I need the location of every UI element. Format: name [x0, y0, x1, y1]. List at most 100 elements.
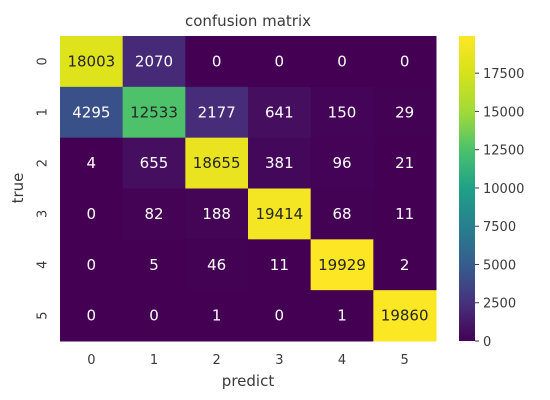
y-tick-label: 2	[36, 159, 51, 167]
heatmap-cell	[373, 290, 437, 342]
heatmap-cell-label: 381	[265, 154, 294, 172]
heatmap-cell	[373, 239, 437, 291]
heatmap-cell-label: 0	[275, 52, 285, 70]
heatmap-cell	[248, 188, 312, 240]
colorbar-tick-label: 10000	[483, 182, 524, 197]
y-tick-label: 1	[36, 108, 51, 116]
heatmap-cell-label: 11	[395, 205, 414, 223]
y-tick-label: 0	[36, 57, 51, 65]
heatmap-cell-label: 18003	[67, 52, 115, 70]
heatmap-cell	[122, 137, 186, 189]
heatmap-cell-label: 82	[144, 205, 163, 223]
chart-title: confusion matrix	[185, 12, 311, 30]
heatmap-cell-label: 68	[332, 205, 351, 223]
heatmap-cell-label: 1	[337, 307, 347, 325]
heatmap-cell	[248, 290, 312, 342]
heatmap-cell	[60, 290, 124, 342]
heatmap-cell-label: 641	[265, 103, 294, 121]
colorbar-tick-label: 15000	[483, 105, 524, 120]
heatmap-cell	[60, 239, 124, 291]
x-tick-label: 1	[150, 353, 158, 368]
heatmap-cell-label: 18655	[193, 154, 241, 172]
heatmap-cell	[310, 188, 374, 240]
x-tick-label: 2	[213, 353, 221, 368]
x-tick-label: 3	[275, 353, 283, 368]
heatmap-cell	[122, 239, 186, 291]
heatmap-cell	[248, 137, 312, 189]
heatmap-cell	[373, 137, 437, 189]
heatmap-cell	[60, 86, 124, 139]
y-axis-ticks: 0 1 2 3 4 5	[36, 57, 51, 319]
heatmap-cell	[373, 36, 437, 88]
heatmap-cell-label: 29	[395, 103, 414, 121]
heatmap-cell-label: 4	[87, 154, 97, 172]
heatmap-cell	[185, 188, 249, 240]
heatmap-cell	[310, 137, 374, 189]
heatmap-cell-label: 655	[140, 154, 169, 172]
heatmap-cell-label: 0	[87, 256, 97, 274]
heatmap-cell-label: 0	[149, 307, 159, 325]
heatmap-cell	[248, 86, 312, 139]
heatmap-cell-label: 0	[87, 205, 97, 223]
heatmap-cell	[185, 290, 249, 342]
colorbar-tick-label: 7500	[483, 220, 516, 235]
heatmap-cell	[310, 86, 374, 139]
colorbar-tick-label: 12500	[483, 144, 524, 159]
heatmap-cell-label: 2070	[135, 52, 173, 70]
heatmap-cell	[248, 36, 312, 88]
colorbar-tick-label: 17500	[483, 67, 524, 82]
heatmap-cell-label: 12533	[130, 103, 178, 121]
heatmap-cell	[122, 86, 186, 139]
heatmap-cell	[310, 290, 374, 342]
heatmap-cell-label: 2177	[198, 103, 236, 121]
heatmap-cell	[60, 188, 124, 240]
y-axis-title: true	[9, 173, 27, 204]
heatmap-cell	[310, 36, 374, 88]
colorbar	[459, 36, 475, 341]
y-tick-label: 4	[36, 261, 51, 269]
heatmap-cell-label: 0	[337, 52, 347, 70]
heatmap-cells	[60, 36, 437, 342]
colorbar-tick-label: 2500	[483, 297, 516, 312]
heatmap-cell	[185, 239, 249, 291]
heatmap-cell-label: 4295	[72, 103, 110, 121]
heatmap-cell	[60, 137, 124, 189]
heatmap-cell-label: 11	[270, 256, 289, 274]
heatmap-cell	[373, 86, 437, 139]
heatmap-cell-label: 19414	[255, 205, 303, 223]
heatmap-cell	[122, 290, 186, 342]
heatmap-cell	[122, 188, 186, 240]
heatmap-cell-label: 150	[328, 103, 357, 121]
heatmap-cell	[185, 137, 249, 189]
heatmap-cell-label: 96	[332, 154, 351, 172]
heatmap-cell-label: 0	[400, 52, 410, 70]
x-axis-title: predict	[222, 372, 275, 390]
x-tick-label: 5	[401, 353, 409, 368]
heatmap-cell-label: 1	[212, 307, 222, 325]
heatmap-cell-label: 2	[400, 256, 410, 274]
y-tick-label: 3	[36, 210, 51, 218]
heatmap-cell	[248, 239, 312, 291]
x-tick-label: 4	[338, 353, 346, 368]
heatmap-cell-label: 0	[87, 307, 97, 325]
colorbar-tick-label: 5000	[483, 258, 516, 273]
heatmap-cell	[185, 86, 249, 139]
heatmap-cell-label: 19929	[318, 256, 366, 274]
heatmap-cell	[373, 188, 437, 240]
heatmap-cell	[185, 36, 249, 88]
x-axis-ticks: 0 1 2 3 4 5	[87, 353, 409, 368]
x-tick-label: 0	[87, 353, 95, 368]
heatmap-cell-label: 19860	[381, 307, 429, 325]
heatmap-cell-label: 188	[202, 205, 231, 223]
heatmap-cell-label: 0	[212, 52, 222, 70]
colorbar-ticks: 0 2500 5000 7500 10000 12500 15000 17500	[475, 67, 524, 350]
heatmap-cell-label: 21	[395, 154, 414, 172]
colorbar-tick-label: 0	[483, 335, 491, 350]
heatmap-cell-label: 46	[207, 256, 226, 274]
y-tick-label: 5	[36, 311, 51, 319]
heatmap-cell-label: 5	[149, 256, 159, 274]
heatmap-cell-label: 0	[275, 307, 285, 325]
heatmap-cell	[122, 36, 186, 88]
